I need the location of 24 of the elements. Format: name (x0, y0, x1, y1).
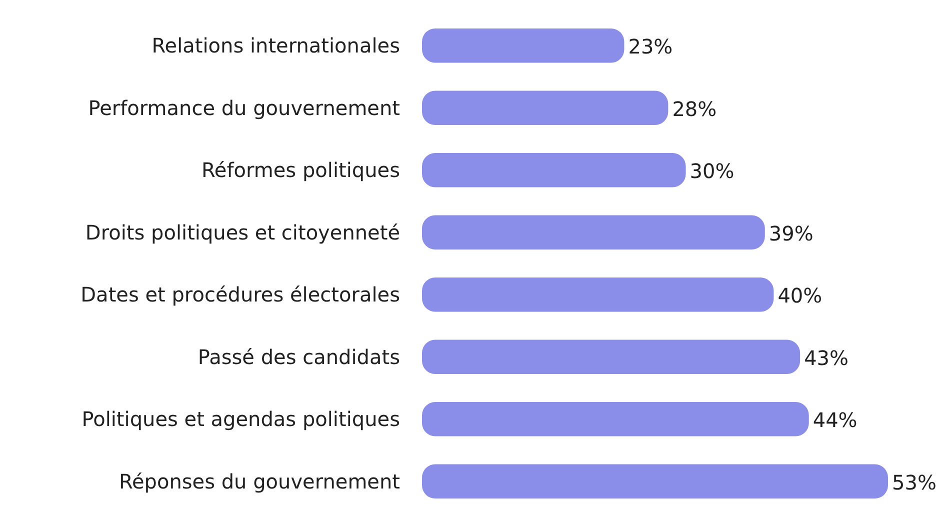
bar (422, 90, 668, 125)
y-tick-label: Relations internationales (152, 34, 400, 58)
y-tick-label: Politiques et agendas politiques (82, 407, 400, 432)
bar (422, 340, 800, 374)
y-tick-label: Performance du gouvernement (88, 96, 400, 120)
data-label: 43% (804, 346, 849, 370)
data-label: 28% (672, 96, 717, 121)
bar (422, 278, 774, 312)
data-label: 23% (628, 34, 673, 59)
data-label: 39% (768, 221, 814, 246)
data-label: 30% (690, 159, 734, 184)
bar (422, 28, 624, 63)
data-label: 40% (778, 284, 822, 308)
y-tick-label: Dates et procédures électorales (80, 282, 400, 307)
data-label: 44% (812, 408, 858, 432)
data-label: 53% (892, 470, 936, 494)
bar (422, 152, 686, 188)
y-tick-label: Réformes politiques (201, 158, 400, 182)
y-tick-label: Réponses du gouvernement (118, 469, 400, 494)
y-tick-label: Droits politiques et citoyenneté (85, 220, 400, 244)
bar (422, 215, 765, 250)
bar (422, 464, 888, 499)
y-tick-label: Passé des candidats (198, 344, 400, 369)
bar (422, 402, 809, 436)
